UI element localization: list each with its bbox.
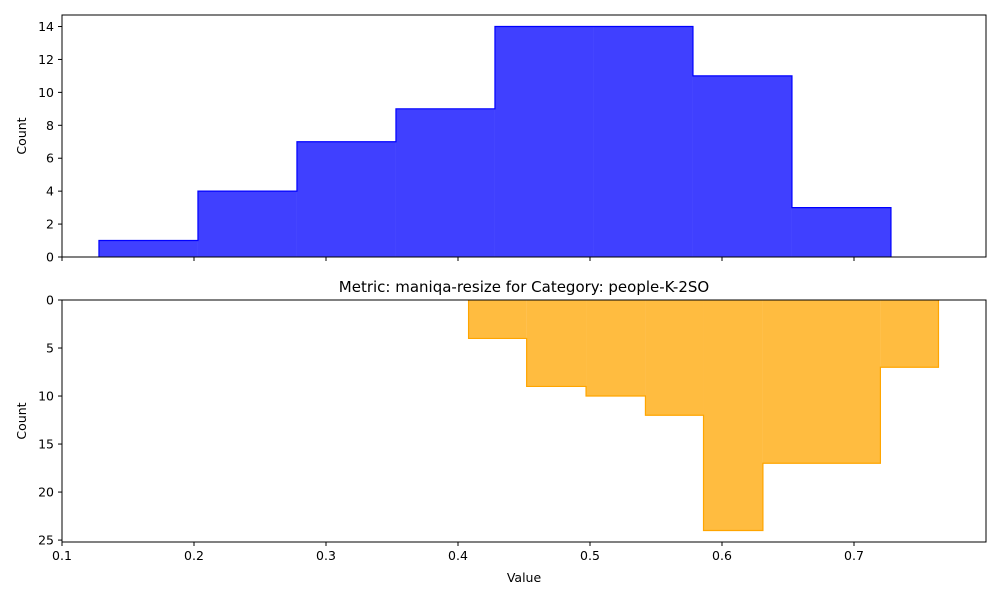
histogram-bar (880, 300, 939, 368)
bottom-x-axis-label: Value (507, 570, 542, 585)
y-tick-label: 8 (46, 118, 54, 133)
histogram-outline (98, 25, 892, 257)
histogram-bar (692, 75, 792, 258)
histogram-bar (98, 240, 198, 257)
x-tick-label: 0.6 (712, 548, 732, 563)
histogram-bar (593, 26, 693, 258)
y-tick-label: 14 (38, 19, 54, 34)
y-tick-label: 20 (38, 485, 54, 500)
y-tick-label: 10 (38, 85, 54, 100)
histogram-bar (468, 300, 527, 339)
histogram-bar (791, 207, 891, 257)
histogram-bar (197, 191, 297, 257)
x-tick-label: 0.1 (52, 548, 72, 563)
top-y-axis-ticks: 0 2 4 6 8 10 12 14 (38, 19, 62, 265)
top-plot-frame (61, 14, 987, 258)
bottom-chart-title: Metric: maniqa-resize for Category: peop… (339, 278, 709, 296)
histogram-bar (494, 26, 594, 258)
bottom-plot-frame (61, 299, 987, 543)
y-tick-label: 4 (46, 184, 54, 199)
top-x-axis-ticks (61, 257, 855, 261)
x-tick-label: 0.7 (844, 548, 864, 563)
x-tick-label: 0.3 (316, 548, 336, 563)
top-histogram-bars (98, 25, 892, 258)
x-tick-label: 0.2 (184, 548, 204, 563)
histogram-bar (586, 300, 646, 397)
y-tick-label: 15 (38, 437, 54, 452)
histogram-bar (645, 300, 704, 416)
y-tick-label: 5 (46, 341, 54, 356)
histogram-bar (821, 300, 881, 464)
y-tick-label: 2 (46, 217, 54, 232)
histogram-bar (703, 300, 763, 531)
histogram-bar (762, 300, 821, 464)
y-tick-label: 10 (38, 389, 54, 404)
bottom-y-axis-label: Count (14, 402, 29, 439)
top-y-axis-label: Count (14, 117, 29, 154)
histogram-bar (395, 108, 495, 257)
x-tick-label: 0.5 (580, 548, 600, 563)
y-tick-label: 6 (46, 151, 54, 166)
bottom-y-axis-ticks: 0 5 10 15 20 25 (38, 293, 62, 548)
bottom-histogram-panel: Metric: maniqa-resize for Category: peop… (14, 278, 987, 585)
y-tick-label: 0 (46, 293, 54, 308)
y-tick-label: 0 (46, 250, 54, 265)
y-tick-label: 25 (38, 533, 54, 548)
histogram-bar (526, 300, 587, 387)
histogram-outline (467, 300, 940, 532)
bottom-x-axis-ticks: 0.1 0.2 0.3 0.4 0.5 0.6 0.7 (52, 542, 864, 563)
histogram-bar (296, 141, 396, 257)
x-tick-label: 0.4 (448, 548, 468, 563)
bottom-histogram-bars (467, 300, 940, 532)
top-histogram-panel: 0 2 4 6 8 10 12 14 Count (14, 14, 987, 265)
y-tick-label: 12 (38, 52, 54, 67)
